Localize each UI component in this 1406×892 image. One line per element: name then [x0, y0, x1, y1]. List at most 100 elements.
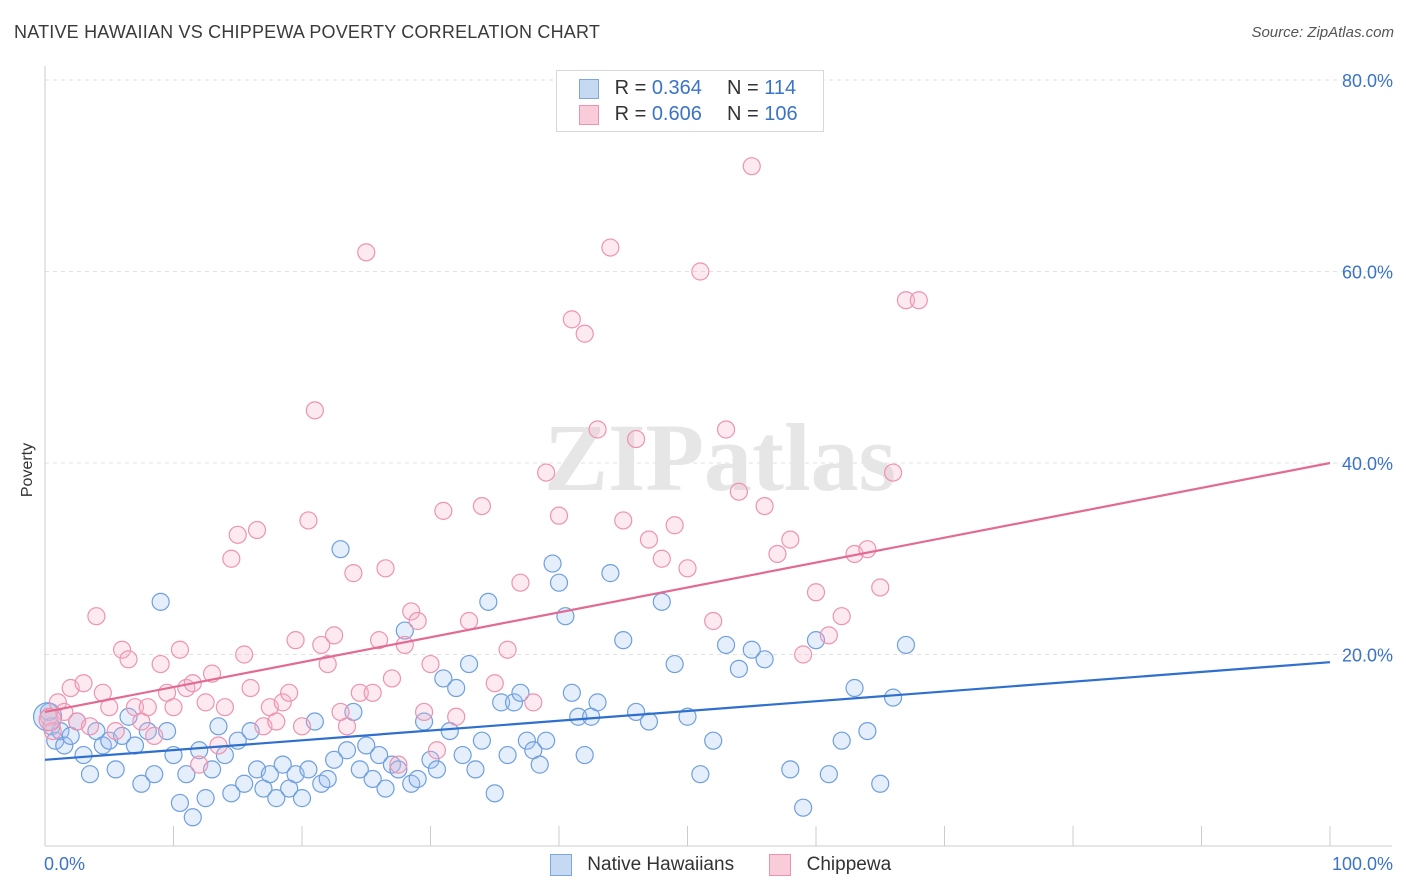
native-hawaiians-point	[74, 745, 93, 765]
native-hawaiians-point	[665, 654, 684, 674]
watermark: ZIPatlas	[544, 404, 896, 511]
native-hawaiians-point	[601, 564, 620, 583]
chippewa-point	[408, 611, 427, 631]
y-tick-label: 60.0%	[1342, 263, 1393, 283]
legend-n-value: 114	[764, 77, 797, 99]
chippewa-point	[601, 238, 620, 257]
chippewa-point	[43, 721, 62, 741]
chippewa-swatch	[769, 853, 792, 876]
chippewa-point	[280, 683, 299, 702]
chippewa-point	[427, 741, 447, 760]
legend-item-label: Chippewa	[806, 854, 892, 875]
native-hawaiians-points	[32, 540, 916, 827]
chippewa-point	[151, 654, 170, 674]
chippewa-swatch	[579, 104, 599, 125]
native-hawaiians-point	[196, 789, 215, 808]
legend-n-value: 106	[764, 103, 798, 125]
chippewa-points	[38, 157, 928, 774]
native-hawaiians-point	[511, 683, 530, 702]
chippewa-point	[639, 530, 659, 549]
native-hawaiians-point	[80, 765, 100, 784]
legend-item-native-hawaiians[interactable]: Native Hawaiians	[550, 852, 734, 878]
y-tick-label: 40.0%	[1342, 454, 1393, 474]
native-hawaiians-point	[498, 745, 517, 765]
series-legend: Native Hawaiians Chippewa	[550, 852, 921, 878]
native-hawaiians-point	[151, 592, 170, 611]
native-hawaiians-point	[716, 635, 736, 655]
native-hawaiians-point	[427, 760, 447, 779]
native-hawaiians-point	[530, 755, 549, 774]
chippewa-point	[48, 693, 67, 712]
native-hawaiians-point	[781, 760, 800, 779]
chippewa-point	[806, 583, 826, 602]
chippewa-point	[498, 640, 517, 659]
chippewa-point	[389, 755, 408, 774]
chippewa-point	[652, 549, 671, 568]
chippewa-point	[292, 717, 312, 736]
native-hawaiians-point	[479, 592, 498, 611]
native-hawaiians-point	[299, 760, 318, 779]
native-hawaiians-point	[819, 765, 838, 784]
chippewa-point	[38, 708, 62, 732]
source-label: Source: ZipAtlas.com	[1251, 24, 1394, 41]
native-hawaiians-point	[350, 760, 369, 779]
chippewa-point	[716, 420, 736, 439]
chippewa-point	[299, 511, 318, 530]
chippewa-point	[819, 626, 838, 645]
native-hawaiians-point	[537, 731, 556, 750]
trend-lines	[44, 461, 1331, 761]
y-tick-label: 20.0%	[1342, 646, 1393, 666]
legend-row-native-hawaiians: R = 0.364 N = 114	[579, 75, 796, 101]
native-hawaiians-point	[691, 765, 710, 784]
chippewa-point	[215, 698, 234, 717]
native-hawaiians-point	[575, 745, 594, 765]
legend-r-label: R =	[614, 77, 647, 99]
native-hawaiians-point	[434, 669, 453, 688]
native-hawaiians-point	[222, 784, 241, 803]
chippewa-point	[357, 243, 376, 262]
chippewa-point	[395, 635, 414, 655]
native-hawaiians-point	[106, 760, 125, 779]
native-hawaiians-point	[453, 745, 472, 765]
chippewa-point	[376, 559, 395, 578]
chippewa-point	[196, 693, 215, 712]
chippewa-point	[402, 602, 421, 621]
native-hawaiians-point	[273, 755, 292, 774]
chippewa-point	[305, 401, 324, 420]
native-hawaiians-point	[177, 765, 196, 784]
native-hawaiians-point	[459, 654, 479, 674]
chippewa-point	[434, 501, 453, 520]
chippewa-point	[247, 520, 267, 540]
native-hawaiians-point	[183, 808, 202, 827]
chippewa-point	[858, 540, 877, 559]
chippewa-point	[794, 645, 813, 664]
legend-item-chippewa[interactable]: Chippewa	[769, 852, 891, 878]
legend-r-value: 0.606	[651, 103, 702, 125]
legend-n-label: N =	[727, 103, 759, 125]
chippewa-point	[170, 640, 190, 659]
chippewa-point	[485, 674, 504, 693]
chippewa-point	[106, 721, 125, 741]
native-hawaiians-point	[55, 736, 74, 755]
native-hawaiians-point	[504, 693, 524, 712]
chippewa-point	[235, 645, 254, 664]
chippewa-point	[537, 463, 556, 482]
native-hawaiians-swatch	[579, 78, 599, 99]
native-hawaiians-point	[389, 760, 408, 779]
chippewa-point	[562, 310, 581, 329]
native-hawaiians-point	[376, 779, 395, 798]
native-hawaiians-trend-line	[44, 661, 1331, 761]
native-hawaiians-point	[370, 745, 389, 765]
chippewa-point	[337, 717, 357, 736]
native-hawaiians-point	[292, 789, 312, 808]
chippewa-point	[549, 506, 569, 525]
chippewa-point	[312, 635, 331, 655]
chippewa-point	[241, 678, 260, 698]
native-hawaiians-point	[492, 693, 511, 712]
axes	[44, 66, 1392, 847]
legend-n-label: N =	[727, 77, 759, 99]
native-hawaiians-point	[466, 760, 485, 779]
native-hawaiians-point	[260, 765, 279, 784]
chippewa-point	[164, 698, 183, 717]
